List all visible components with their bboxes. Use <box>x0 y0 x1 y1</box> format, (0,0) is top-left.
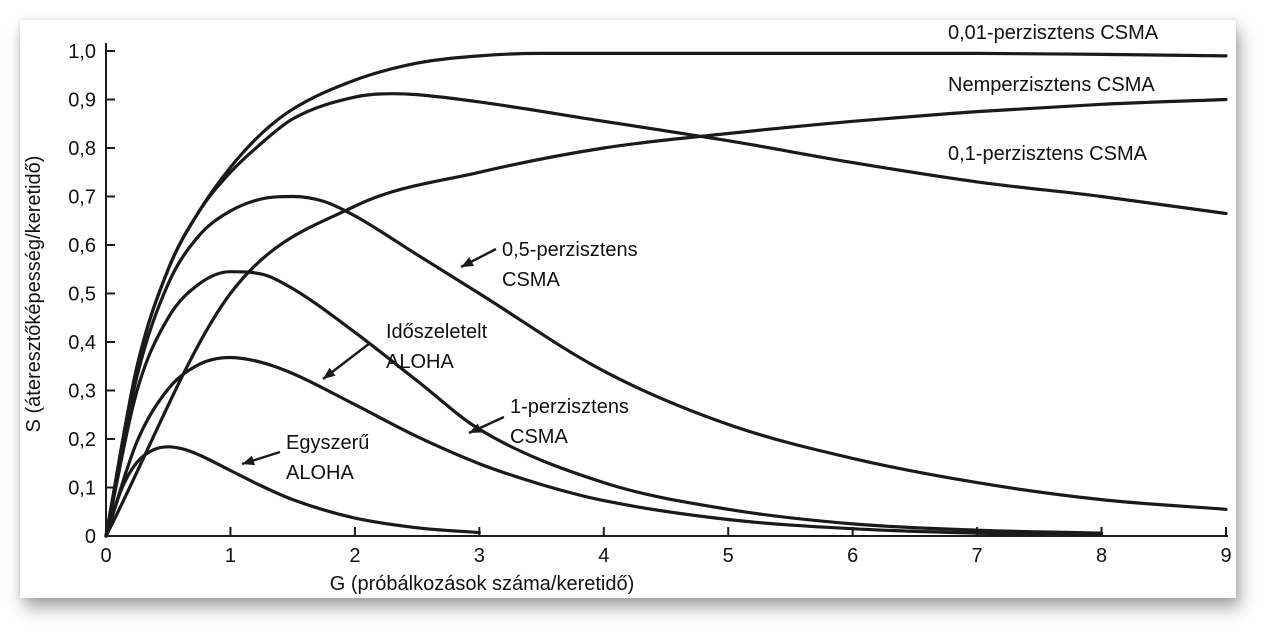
y-axis-title: S (áteresztőképesség/keretidő) <box>23 156 45 433</box>
label-slotted: ALOHA <box>386 351 454 373</box>
x-tick-label: 7 <box>972 545 983 567</box>
y-tick-label: 0,1 <box>68 478 96 500</box>
label-nonp: Nemperzisztens CSMA <box>948 74 1155 96</box>
curve-p1 <box>104 270 1104 538</box>
y-tick-label: 0,5 <box>68 284 96 306</box>
x-tick-label: 0 <box>100 545 111 567</box>
x-tick-label: 9 <box>1220 545 1231 567</box>
label-p01: 0,1-perzisztens CSMA <box>948 143 1148 165</box>
y-tick-label: 0,2 <box>68 429 96 451</box>
curve-pure <box>104 445 481 538</box>
y-tick-label: 0,8 <box>68 138 96 160</box>
y-tick-label: 1,0 <box>68 41 96 63</box>
x-tick-label: 2 <box>349 545 360 567</box>
y-tick-label: 0,9 <box>68 90 96 112</box>
y-tick-label: 0,4 <box>68 332 96 354</box>
arrowhead-slotted <box>323 367 336 379</box>
label-p05: 0,5-perzisztens <box>502 239 638 261</box>
curve-slotted <box>104 355 1104 538</box>
arrowhead-p05 <box>461 257 474 267</box>
label-p001: 0,01-perzisztens CSMA <box>948 22 1159 44</box>
x-tick-label: 3 <box>474 545 485 567</box>
throughput-chart: 0 0,1 0,2 0,3 0,4 0,5 0,6 0,7 0,8 0,9 1,0 0 1 2 3 4 5 6 7 8… <box>23 22 1232 595</box>
x-tick-label: 4 <box>598 545 609 567</box>
curve-p001 <box>104 51 1228 538</box>
x-tick-label: 6 <box>847 545 858 567</box>
y-tick-label: 0,3 <box>68 381 96 403</box>
y-tick-label: 0,7 <box>68 187 96 209</box>
y-tick-label: 0,6 <box>68 235 96 257</box>
chart-card: 0 0,1 0,2 0,3 0,4 0,5 0,6 0,7 0,8 0,9 1,0 0 1 2 3 4 5 6 7 8… <box>20 20 1236 598</box>
curve-p05 <box>104 194 1228 538</box>
label-pure: Egyszerű <box>286 432 369 454</box>
arrowhead-p1 <box>469 423 482 433</box>
x-tick-label: 8 <box>1096 545 1107 567</box>
x-axis-title: G (próbálkozások száma/keretidő) <box>330 573 635 595</box>
arrowhead-pure <box>242 455 255 466</box>
label-slotted: Időszeletelt <box>386 321 488 343</box>
x-tick-label: 1 <box>225 545 236 567</box>
label-p1: CSMA <box>510 426 568 448</box>
y-tick-label: 0 <box>85 526 96 548</box>
curve-p01 <box>104 92 1228 538</box>
label-p1: 1-perzisztens <box>510 396 629 418</box>
label-p05: CSMA <box>502 269 560 291</box>
x-tick-label: 5 <box>723 545 734 567</box>
label-pure: ALOHA <box>286 462 354 484</box>
